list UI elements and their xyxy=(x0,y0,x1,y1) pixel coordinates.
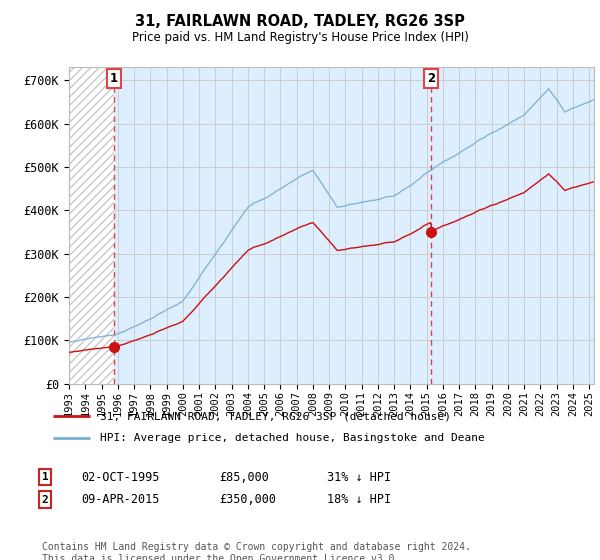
Text: 31, FAIRLAWN ROAD, TADLEY, RG26 3SP: 31, FAIRLAWN ROAD, TADLEY, RG26 3SP xyxy=(135,14,465,29)
Text: 31, FAIRLAWN ROAD, TADLEY, RG26 3SP (detached house): 31, FAIRLAWN ROAD, TADLEY, RG26 3SP (det… xyxy=(100,411,451,421)
Text: 31% ↓ HPI: 31% ↓ HPI xyxy=(327,470,391,484)
Text: Price paid vs. HM Land Registry's House Price Index (HPI): Price paid vs. HM Land Registry's House … xyxy=(131,31,469,44)
Text: 02-OCT-1995: 02-OCT-1995 xyxy=(81,470,160,484)
Text: 2: 2 xyxy=(427,72,435,85)
Text: £85,000: £85,000 xyxy=(219,470,269,484)
Text: 09-APR-2015: 09-APR-2015 xyxy=(81,493,160,506)
Bar xyxy=(69,67,113,384)
Text: 18% ↓ HPI: 18% ↓ HPI xyxy=(327,493,391,506)
Text: 1: 1 xyxy=(41,472,49,482)
Text: Contains HM Land Registry data © Crown copyright and database right 2024.
This d: Contains HM Land Registry data © Crown c… xyxy=(42,542,471,560)
Text: £350,000: £350,000 xyxy=(219,493,276,506)
Text: 1: 1 xyxy=(110,72,118,85)
Text: HPI: Average price, detached house, Basingstoke and Deane: HPI: Average price, detached house, Basi… xyxy=(100,433,485,443)
Text: 2: 2 xyxy=(41,494,49,505)
